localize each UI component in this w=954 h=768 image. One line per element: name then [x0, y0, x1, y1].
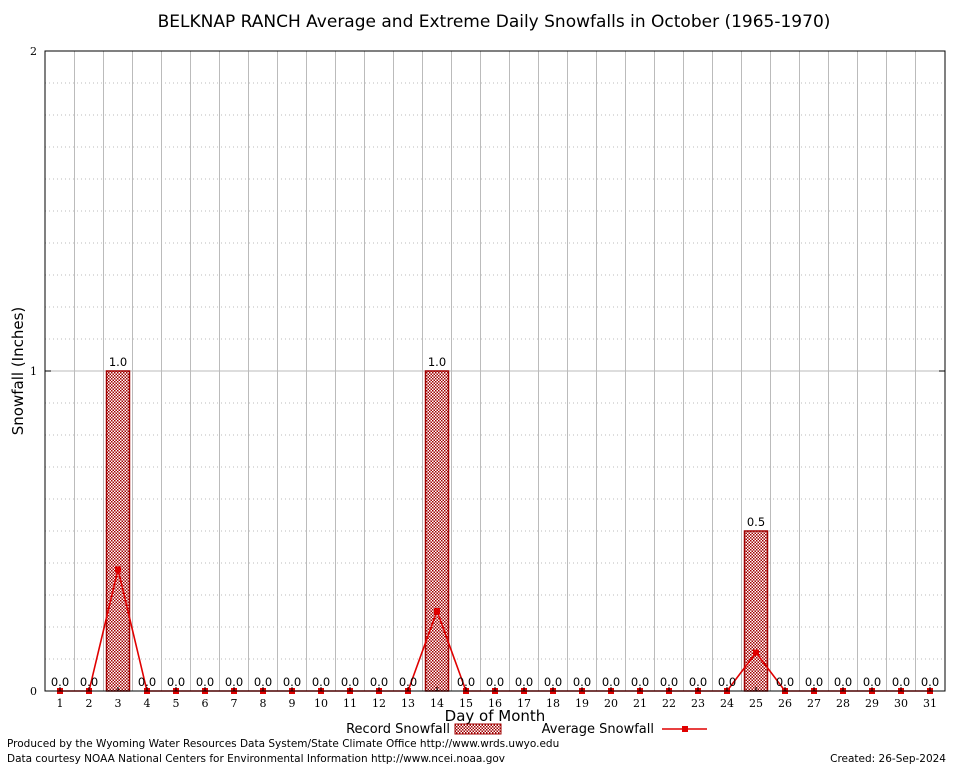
chart-title: BELKNAP RANCH Average and Extreme Daily … — [158, 12, 831, 32]
x-tick-label: 4 — [144, 697, 151, 710]
y-axis-label: Snowfall (Inches) — [9, 307, 27, 435]
bar-value-label: 0.0 — [312, 675, 330, 689]
x-tick-label: 11 — [343, 697, 357, 710]
bar-value-label: 0.0 — [341, 675, 359, 689]
legend-average-marker — [682, 726, 688, 732]
record-bar — [424, 370, 450, 692]
x-tick-label: 22 — [662, 697, 676, 710]
bar-value-label: 0.5 — [747, 515, 765, 529]
bar-value-label: 0.0 — [544, 675, 562, 689]
x-tick-label: 13 — [401, 697, 415, 710]
bar-value-label: 0.0 — [486, 675, 504, 689]
x-tick-label: 18 — [546, 697, 560, 710]
x-tick-label: 15 — [459, 697, 473, 710]
bar-value-label: 0.0 — [776, 675, 794, 689]
bar-value-label: 0.0 — [863, 675, 881, 689]
x-tick-label: 21 — [633, 697, 647, 710]
bar-value-label: 0.0 — [167, 675, 185, 689]
x-tick-label: 5 — [173, 697, 180, 710]
bar-value-label: 0.0 — [515, 675, 533, 689]
x-tick-label: 27 — [807, 697, 821, 710]
bar-value-label: 0.0 — [370, 675, 388, 689]
bar-value-label: 0.0 — [921, 675, 939, 689]
grid — [45, 51, 945, 691]
legend-average-label: Average Snowfall — [542, 722, 654, 737]
x-tick-label: 24 — [720, 697, 734, 710]
bar-value-label: 0.0 — [225, 675, 243, 689]
x-tick-label: 20 — [604, 697, 618, 710]
x-tick-label: 16 — [488, 697, 502, 710]
bar-value-label: 0.0 — [892, 675, 910, 689]
bar-value-label: 0.0 — [631, 675, 649, 689]
data-labels: 0.0 0.0 1.0 0.0 0.0 0.0 0.0 0.0 0.0 0.0 0.0 0.0 0.0 1… — [51, 355, 939, 689]
bar-value-label: 0.0 — [573, 675, 591, 689]
x-tick-label: 2 — [86, 697, 93, 710]
bar-value-label: 1.0 — [428, 355, 446, 369]
x-tick-label: 7 — [231, 697, 238, 710]
x-tick-label: 23 — [691, 697, 705, 710]
plot-frame — [44, 50, 946, 692]
x-tick-label: 19 — [575, 697, 589, 710]
x-tick-label: 1 — [57, 697, 64, 710]
y-tick-label: 0 — [30, 685, 37, 698]
x-tick-label: 30 — [894, 697, 908, 710]
x-tick-label: 29 — [865, 697, 879, 710]
footer-producer: Produced by the Wyoming Water Resources … — [7, 738, 560, 750]
legend-record-swatch — [454, 723, 502, 735]
bar-value-label: 0.0 — [80, 675, 98, 689]
y-tick-label: 2 — [30, 45, 37, 58]
x-tick-label: 8 — [260, 697, 267, 710]
bar-value-label: 0.0 — [283, 675, 301, 689]
bar-value-label: 0.0 — [805, 675, 823, 689]
x-tick-label: 31 — [923, 697, 937, 710]
x-tick-label: 17 — [517, 697, 531, 710]
x-axis-label: Day of Month — [445, 707, 546, 725]
bar-value-label: 0.0 — [689, 675, 707, 689]
x-tick-label: 10 — [314, 697, 328, 710]
bar-value-label: 1.0 — [109, 355, 127, 369]
bar-value-label: 0.0 — [51, 675, 69, 689]
legend-record-label: Record Snowfall — [346, 722, 450, 737]
y-tick-label: 1 — [30, 365, 37, 378]
bar-value-label: 0.0 — [718, 675, 736, 689]
footer-created: Created: 26-Sep-2024 — [830, 753, 946, 765]
x-tick-label: 6 — [202, 697, 209, 710]
bar-value-label: 0.0 — [254, 675, 272, 689]
bar-value-label: 0.0 — [602, 675, 620, 689]
x-tick-label: 28 — [836, 697, 850, 710]
average-point — [115, 566, 121, 573]
footer-data-source: Data courtesy NOAA National Centers for … — [7, 753, 506, 765]
x-tick-label: 9 — [289, 697, 296, 710]
x-tick-label: 26 — [778, 697, 792, 710]
x-tick-label: 25 — [749, 697, 763, 710]
record-bar — [105, 370, 131, 692]
x-tick-label: 14 — [430, 697, 444, 710]
bar-value-label: 0.0 — [457, 675, 475, 689]
average-point — [434, 608, 440, 614]
bar-value-label: 0.0 — [834, 675, 852, 689]
x-tick-label: 12 — [372, 697, 386, 710]
bars — [105, 370, 769, 692]
bar-value-label: 0.0 — [138, 675, 156, 689]
x-tick-label: 3 — [115, 697, 122, 710]
record-bar — [743, 530, 769, 692]
legend: Record Snowfall Average Snowfall — [346, 722, 707, 737]
bar-value-label: 0.0 — [399, 675, 417, 689]
average-point — [753, 649, 759, 656]
bar-value-label: 0.0 — [196, 675, 214, 689]
bar-value-label: 0.0 — [660, 675, 678, 689]
